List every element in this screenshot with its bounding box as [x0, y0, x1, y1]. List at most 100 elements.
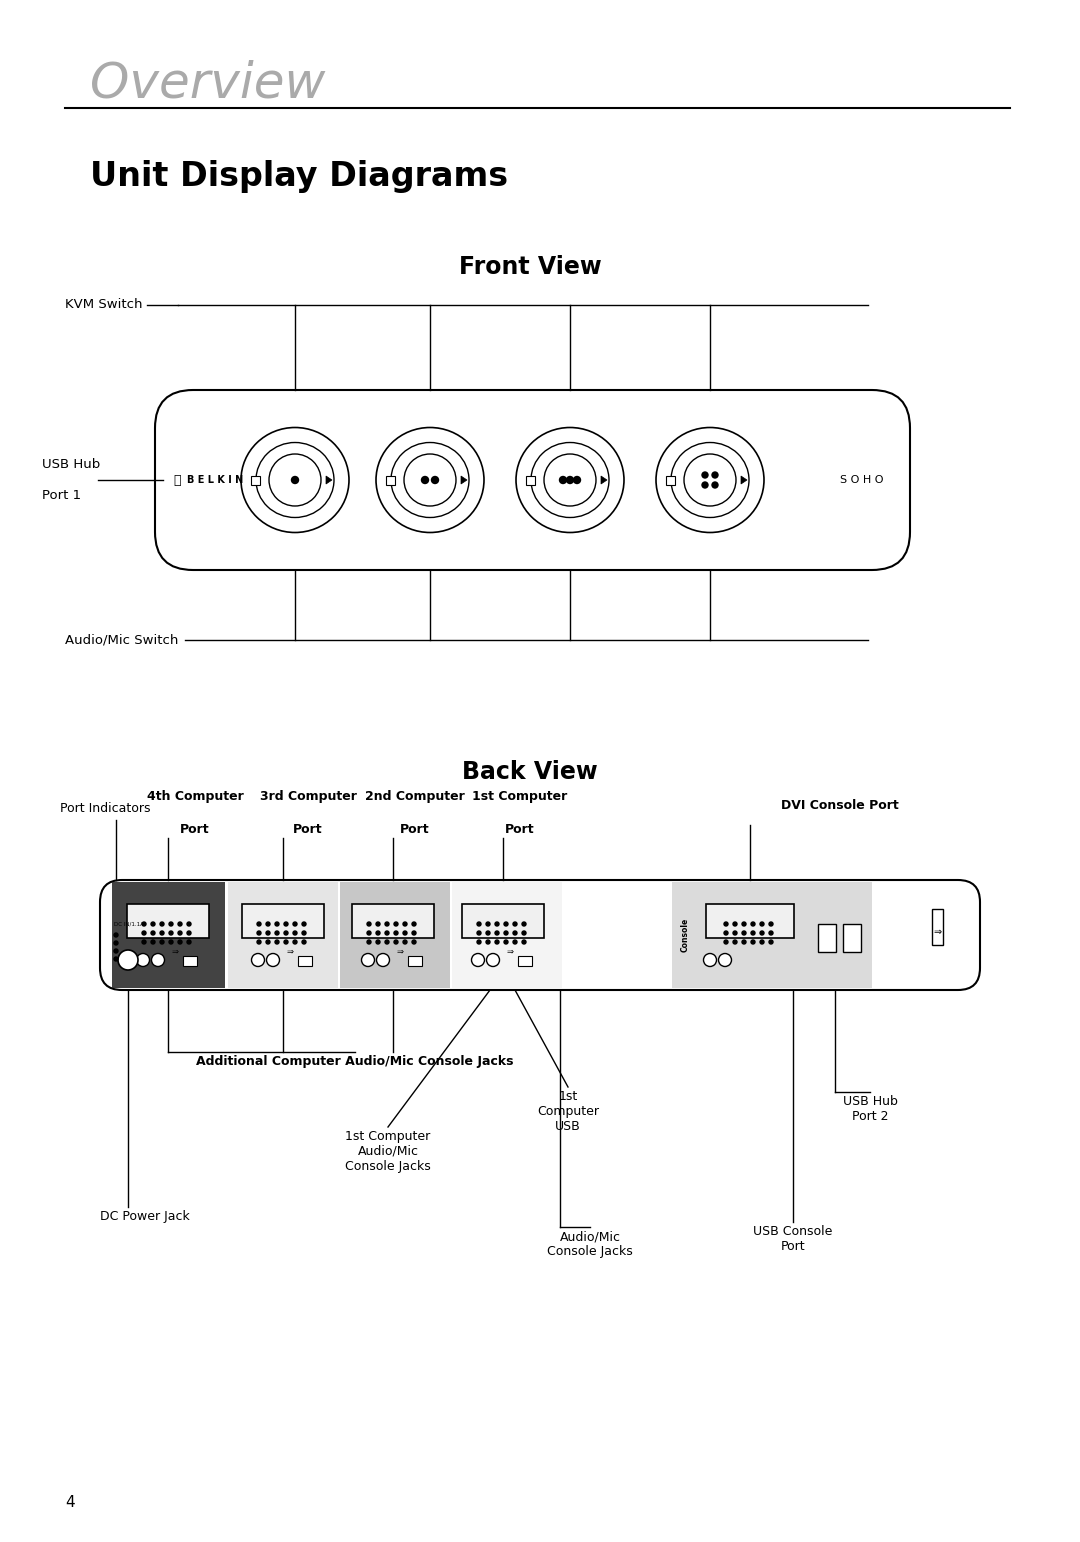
Circle shape: [486, 941, 490, 944]
Circle shape: [178, 931, 183, 934]
Text: Port Indicators: Port Indicators: [60, 802, 150, 816]
Circle shape: [160, 941, 164, 944]
Text: Console: Console: [680, 917, 689, 951]
Text: Front View: Front View: [459, 254, 602, 279]
Circle shape: [275, 941, 279, 944]
Circle shape: [151, 922, 156, 927]
Circle shape: [302, 922, 306, 927]
Circle shape: [477, 931, 481, 934]
Circle shape: [266, 922, 270, 927]
Circle shape: [114, 941, 118, 945]
Text: 1st Computer: 1st Computer: [472, 790, 568, 803]
Text: 4th Computer: 4th Computer: [147, 790, 243, 803]
Circle shape: [376, 941, 380, 944]
Circle shape: [559, 476, 567, 484]
Circle shape: [522, 931, 526, 934]
Circle shape: [292, 476, 298, 484]
Circle shape: [394, 931, 399, 934]
FancyBboxPatch shape: [298, 956, 312, 965]
Circle shape: [404, 453, 456, 506]
FancyBboxPatch shape: [706, 904, 794, 938]
Text: ⇒: ⇒: [396, 947, 404, 956]
Text: ⇒: ⇒: [286, 947, 294, 956]
Ellipse shape: [516, 427, 624, 532]
Circle shape: [718, 953, 731, 967]
Ellipse shape: [671, 443, 750, 518]
Circle shape: [495, 922, 499, 927]
Circle shape: [421, 476, 429, 484]
Circle shape: [118, 950, 138, 970]
Text: DC IN/1.1A: DC IN/1.1A: [114, 922, 144, 927]
Circle shape: [114, 948, 118, 953]
Circle shape: [495, 931, 499, 934]
Text: Audio/Mic
Console Jacks: Audio/Mic Console Jacks: [548, 1231, 633, 1258]
Text: 1st
Computer
USB: 1st Computer USB: [537, 1090, 599, 1133]
Text: 1st Computer
Audio/Mic
Console Jacks: 1st Computer Audio/Mic Console Jacks: [346, 1130, 431, 1173]
Circle shape: [168, 941, 173, 944]
Circle shape: [513, 922, 517, 927]
Circle shape: [760, 941, 764, 944]
Circle shape: [187, 941, 191, 944]
Ellipse shape: [376, 427, 484, 532]
Circle shape: [724, 931, 728, 934]
Circle shape: [269, 453, 321, 506]
Circle shape: [266, 941, 270, 944]
FancyBboxPatch shape: [100, 880, 980, 990]
Circle shape: [751, 922, 755, 927]
Circle shape: [703, 953, 716, 967]
Circle shape: [724, 922, 728, 927]
FancyBboxPatch shape: [818, 924, 836, 951]
FancyBboxPatch shape: [386, 476, 395, 486]
Circle shape: [187, 931, 191, 934]
Circle shape: [769, 941, 773, 944]
Circle shape: [411, 941, 416, 944]
Circle shape: [114, 933, 118, 938]
Text: Port 1: Port 1: [42, 489, 81, 503]
FancyBboxPatch shape: [228, 882, 338, 988]
Text: Additional Computer Audio/Mic Console Jacks: Additional Computer Audio/Mic Console Ja…: [197, 1055, 514, 1069]
Circle shape: [114, 958, 118, 961]
Circle shape: [141, 941, 146, 944]
Circle shape: [267, 953, 280, 967]
FancyBboxPatch shape: [666, 476, 675, 486]
Text: Unit Display Diagrams: Unit Display Diagrams: [90, 160, 508, 193]
FancyBboxPatch shape: [672, 882, 872, 988]
Text: USB Hub: USB Hub: [42, 458, 100, 470]
FancyBboxPatch shape: [462, 904, 544, 938]
Circle shape: [376, 922, 380, 927]
Circle shape: [275, 922, 279, 927]
FancyBboxPatch shape: [127, 904, 210, 938]
Circle shape: [151, 931, 156, 934]
Circle shape: [472, 953, 485, 967]
Circle shape: [486, 953, 499, 967]
Text: USB Console
Port: USB Console Port: [754, 1224, 833, 1254]
Text: ⼟: ⼟: [173, 473, 180, 486]
Circle shape: [252, 953, 265, 967]
Circle shape: [257, 941, 261, 944]
Circle shape: [136, 953, 149, 967]
Circle shape: [178, 922, 183, 927]
Circle shape: [302, 931, 306, 934]
Circle shape: [486, 931, 490, 934]
Circle shape: [284, 922, 288, 927]
Text: 4: 4: [65, 1496, 75, 1510]
FancyBboxPatch shape: [251, 476, 260, 486]
Text: Port: Port: [180, 823, 210, 836]
FancyBboxPatch shape: [340, 882, 450, 988]
FancyBboxPatch shape: [408, 956, 422, 965]
Text: Overview: Overview: [90, 60, 325, 108]
Circle shape: [702, 472, 708, 478]
Polygon shape: [461, 476, 467, 484]
Circle shape: [486, 922, 490, 927]
Circle shape: [751, 931, 755, 934]
Ellipse shape: [241, 427, 349, 532]
Text: ⇒: ⇒: [507, 947, 513, 956]
Circle shape: [293, 941, 297, 944]
Circle shape: [141, 931, 146, 934]
Circle shape: [751, 941, 755, 944]
Circle shape: [151, 953, 164, 967]
Circle shape: [733, 931, 737, 934]
Circle shape: [160, 931, 164, 934]
Circle shape: [257, 922, 261, 927]
Circle shape: [504, 931, 508, 934]
